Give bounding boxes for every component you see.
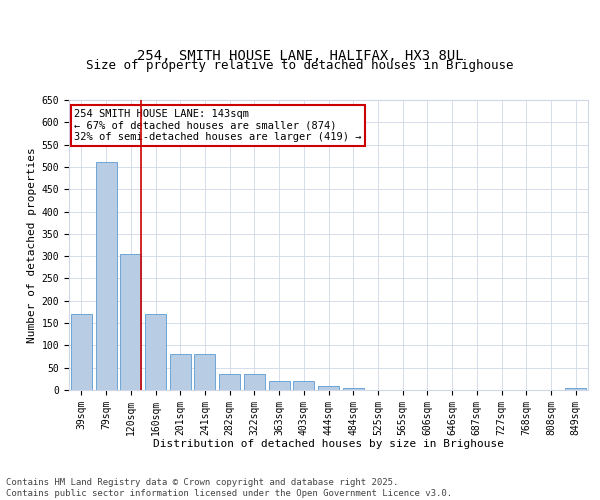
Bar	[244, 374, 265, 390]
Text: 254, SMITH HOUSE LANE, HALIFAX, HX3 8UL: 254, SMITH HOUSE LANE, HALIFAX, HX3 8UL	[137, 48, 463, 62]
Text: Size of property relative to detached houses in Brighouse: Size of property relative to detached ho…	[86, 60, 514, 72]
Bar	[120, 254, 141, 390]
Y-axis label: Number of detached properties: Number of detached properties	[28, 147, 37, 343]
Bar	[95, 162, 116, 390]
Bar	[145, 314, 166, 390]
Bar	[269, 381, 290, 390]
Text: 254 SMITH HOUSE LANE: 143sqm
← 67% of detached houses are smaller (874)
32% of s: 254 SMITH HOUSE LANE: 143sqm ← 67% of de…	[74, 108, 362, 142]
Bar	[318, 386, 339, 390]
Bar	[293, 381, 314, 390]
Bar	[565, 388, 586, 390]
Bar	[343, 388, 364, 390]
Bar	[194, 354, 215, 390]
Text: Contains HM Land Registry data © Crown copyright and database right 2025.
Contai: Contains HM Land Registry data © Crown c…	[6, 478, 452, 498]
Bar	[71, 314, 92, 390]
X-axis label: Distribution of detached houses by size in Brighouse: Distribution of detached houses by size …	[153, 439, 504, 449]
Bar	[219, 374, 240, 390]
Bar	[170, 354, 191, 390]
